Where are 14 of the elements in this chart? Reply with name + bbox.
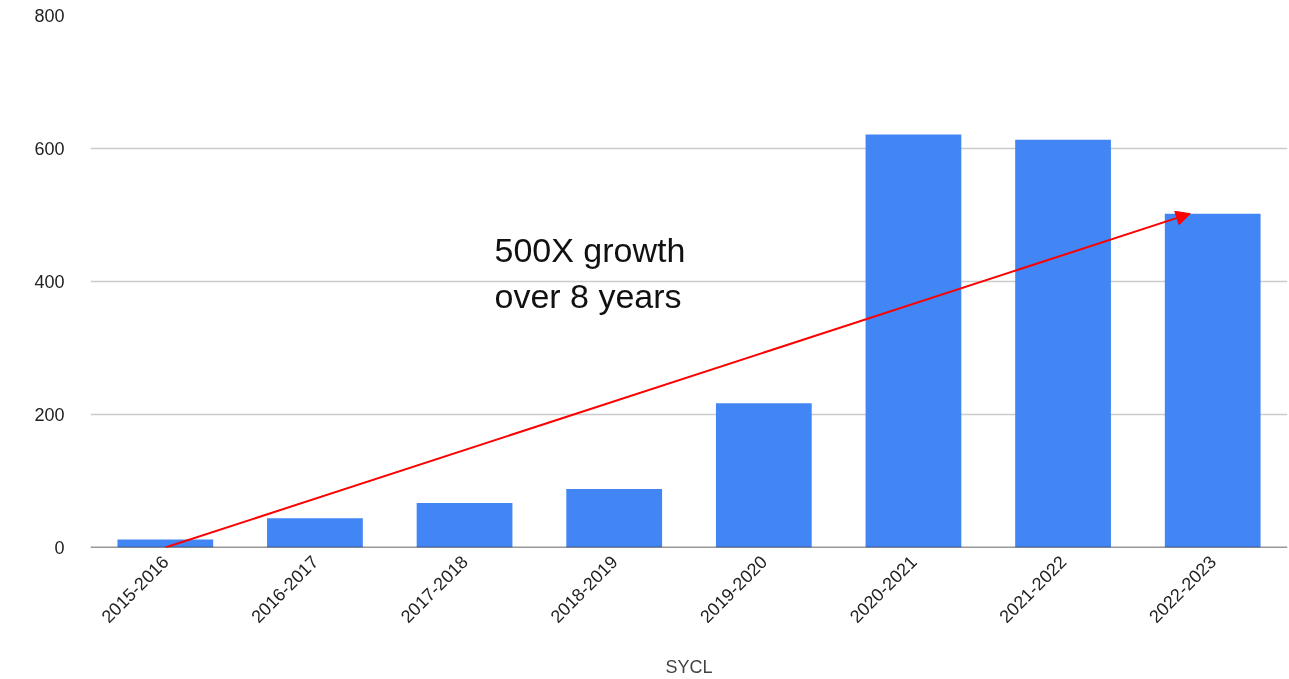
y-tick-label: 800 <box>34 6 65 26</box>
bar <box>566 488 663 548</box>
bar <box>416 502 513 548</box>
y-tick-label: 0 <box>54 538 65 558</box>
bar <box>1015 139 1111 548</box>
bar <box>267 518 363 548</box>
bar <box>865 134 962 548</box>
y-tick-label: 200 <box>34 405 65 425</box>
bar <box>1164 213 1261 548</box>
bar <box>715 403 812 548</box>
annotation: 500X growth over 8 years <box>494 231 686 315</box>
x-axis-title: SYCL <box>665 656 713 677</box>
y-tick-label: 400 <box>34 272 65 292</box>
y-tick-label: 600 <box>34 139 65 159</box>
